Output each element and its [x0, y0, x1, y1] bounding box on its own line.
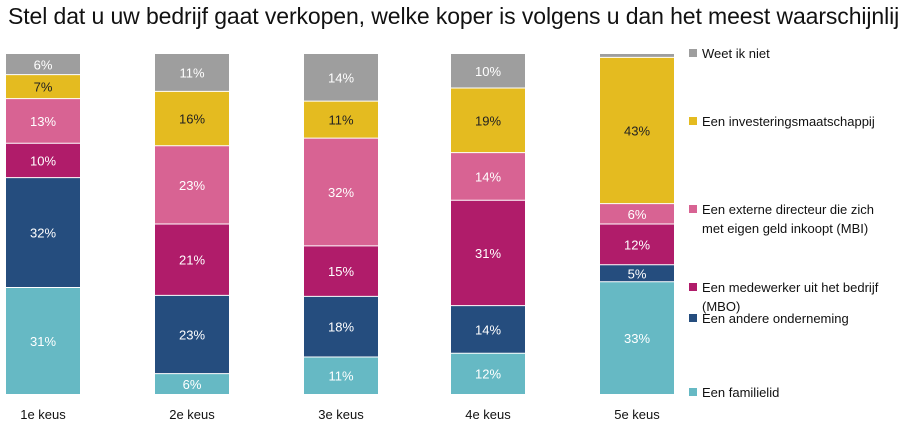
x-tick-label: 3e keus — [318, 407, 364, 422]
data-label: 33% — [624, 331, 650, 346]
bar-segment — [155, 54, 229, 92]
bar-segment — [304, 138, 378, 246]
legend-swatch — [689, 49, 697, 57]
x-tick-label: 4e keus — [465, 407, 511, 422]
bar-segment — [6, 98, 80, 144]
bar-segment — [155, 145, 229, 224]
bar-segment — [304, 296, 378, 357]
bar-segment — [6, 143, 80, 178]
data-label: 21% — [179, 253, 205, 268]
bar-segment — [451, 305, 525, 354]
bar-segment — [304, 54, 378, 102]
legend-entry: Een medewerker uit het bedrijf — [702, 280, 879, 295]
data-label: 32% — [328, 185, 354, 200]
data-label: 5% — [628, 266, 647, 281]
legend-swatch — [689, 117, 697, 125]
x-tick-label: 1e keus — [20, 407, 66, 422]
bar-segment — [304, 245, 378, 297]
bar-segment — [600, 224, 674, 265]
bar-segment — [451, 88, 525, 153]
bar-segment — [155, 224, 229, 296]
bar-segment — [6, 54, 80, 75]
data-label: 11% — [328, 368, 353, 383]
bar-segment — [155, 373, 229, 394]
legend-entry: (MBO) — [702, 299, 740, 314]
data-label: 32% — [30, 226, 56, 241]
data-label: 31% — [30, 334, 56, 349]
data-label: 7% — [34, 80, 53, 95]
data-label: 19% — [475, 113, 501, 128]
bar-segment — [451, 54, 525, 88]
bar-segment — [155, 91, 229, 146]
x-tick-label: 5e keus — [614, 407, 660, 422]
data-label: 6% — [183, 377, 202, 392]
legend-swatch — [689, 388, 697, 396]
data-label: 6% — [628, 207, 647, 222]
data-label: 14% — [475, 322, 501, 337]
data-label: 16% — [179, 112, 205, 127]
legend-entry: Een investeringsmaatschappij — [702, 114, 875, 129]
legend-entry: Weet ik niet — [702, 46, 770, 61]
data-label: 6% — [34, 57, 53, 72]
bar-segment — [6, 74, 80, 99]
data-label: 12% — [475, 367, 501, 382]
legend-entry: Een externe directeur die zich — [702, 202, 874, 217]
legend-swatch — [689, 314, 697, 322]
data-label: 11% — [328, 113, 353, 128]
bar-segment — [600, 264, 674, 282]
data-label: 12% — [624, 237, 650, 252]
bar-segment — [451, 152, 525, 201]
bar-segment — [600, 281, 674, 394]
data-label: 31% — [475, 246, 501, 261]
x-tick-label: 2e keus — [169, 407, 215, 422]
bar-segment — [600, 57, 674, 204]
bar-segment — [155, 295, 229, 374]
data-label: 13% — [30, 114, 56, 129]
data-label: 43% — [624, 124, 650, 139]
data-label: 11% — [179, 66, 204, 81]
category-labels: 1e keus 2e keus 3e keus 4e keus 5e keus — [20, 407, 660, 422]
legend-swatch — [689, 205, 697, 213]
bar-segment — [304, 356, 378, 394]
legend-swatch — [689, 283, 697, 291]
legend: Weet ik niet Een investeringsmaatschappij… — [689, 46, 879, 400]
data-label: 14% — [328, 71, 354, 86]
bars-layer: 31% 32% 10% 13% 7% 6% 6% 23% 21% 23% 16% 11% 11% 18% 1… — [6, 54, 674, 394]
data-label: 10% — [475, 64, 501, 79]
legend-entry: Een familielid — [702, 385, 779, 400]
chart-title: Stel dat u uw bedrijf gaat verkopen, wel… — [8, 3, 900, 29]
bar-segment — [6, 287, 80, 394]
data-label: 15% — [328, 264, 354, 279]
data-label: 18% — [328, 320, 354, 335]
bar-segment — [304, 101, 378, 139]
legend-entry: met eigen geld inkoopt (MBI) — [702, 221, 868, 236]
data-label: 23% — [179, 328, 205, 343]
bar-segment — [600, 203, 674, 224]
data-label: 14% — [475, 169, 501, 184]
data-label: 10% — [30, 153, 56, 168]
bar-segment — [451, 200, 525, 306]
bar-segment — [6, 177, 80, 288]
bar-segment — [600, 54, 674, 58]
legend-entry: Een andere onderneming — [702, 311, 849, 326]
data-label: 23% — [179, 178, 205, 193]
bar-segment — [451, 353, 525, 394]
